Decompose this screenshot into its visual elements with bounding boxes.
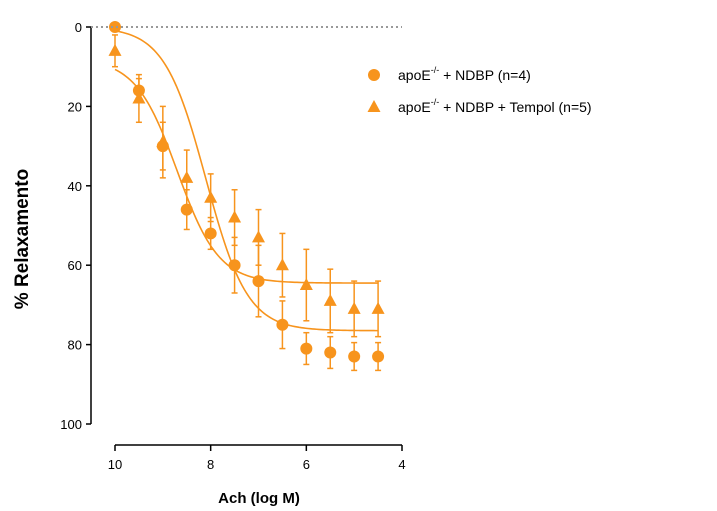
series-ndbp: [109, 21, 385, 372]
data-point: [156, 135, 170, 148]
data-point: [300, 342, 313, 355]
legend: apoE-/- + NDBP (n=4) apoE-/- + NDBP + Tem…: [367, 65, 592, 115]
legend-label: apoE-/- + NDBP (n=4): [398, 65, 531, 83]
data-point: [252, 275, 265, 288]
data-point: [180, 203, 193, 216]
x-axis-title: Ach (log M): [218, 490, 300, 507]
plot-area: [108, 21, 385, 372]
data-point: [204, 227, 217, 240]
x-tick-label: 6: [303, 457, 310, 472]
x-tick-label: 10: [108, 457, 122, 472]
fit-curve: [114, 68, 379, 284]
y-tick-label: 40: [68, 179, 82, 194]
series-ndbp-tempol: [108, 34, 385, 338]
data-point: [180, 170, 194, 183]
data-point: [204, 190, 218, 203]
data-point: [324, 346, 337, 359]
legend-label: apoE-/- + NDBP + Tempol (n=5): [398, 97, 592, 115]
legend-marker-triangle: [367, 100, 381, 112]
y-axis-title: % Relaxamento: [12, 169, 33, 309]
data-point: [323, 293, 337, 306]
data-point: [252, 230, 265, 243]
y-tick-label: 60: [68, 258, 82, 273]
fit-curve: [114, 29, 379, 332]
y-tick-label: 100: [60, 417, 82, 432]
data-point: [372, 350, 385, 363]
legend-marker-circle: [368, 69, 380, 81]
axes: 0 20 40 60 80 100 10 8 6 4: [60, 20, 405, 472]
y-tick-label: 80: [68, 338, 82, 353]
data-point: [228, 210, 242, 223]
data-point: [132, 91, 146, 104]
y-tick-label: 0: [75, 20, 82, 35]
data-point: [275, 258, 289, 271]
y-tick-label: 20: [68, 99, 82, 114]
x-tick-label: 4: [398, 457, 405, 472]
data-point: [109, 21, 121, 33]
data-point: [299, 278, 313, 291]
x-tick-label: 8: [207, 457, 214, 472]
data-point: [348, 350, 361, 363]
data-point: [276, 318, 289, 331]
data-point: [347, 301, 361, 314]
data-point: [371, 301, 385, 314]
data-point: [108, 43, 122, 56]
